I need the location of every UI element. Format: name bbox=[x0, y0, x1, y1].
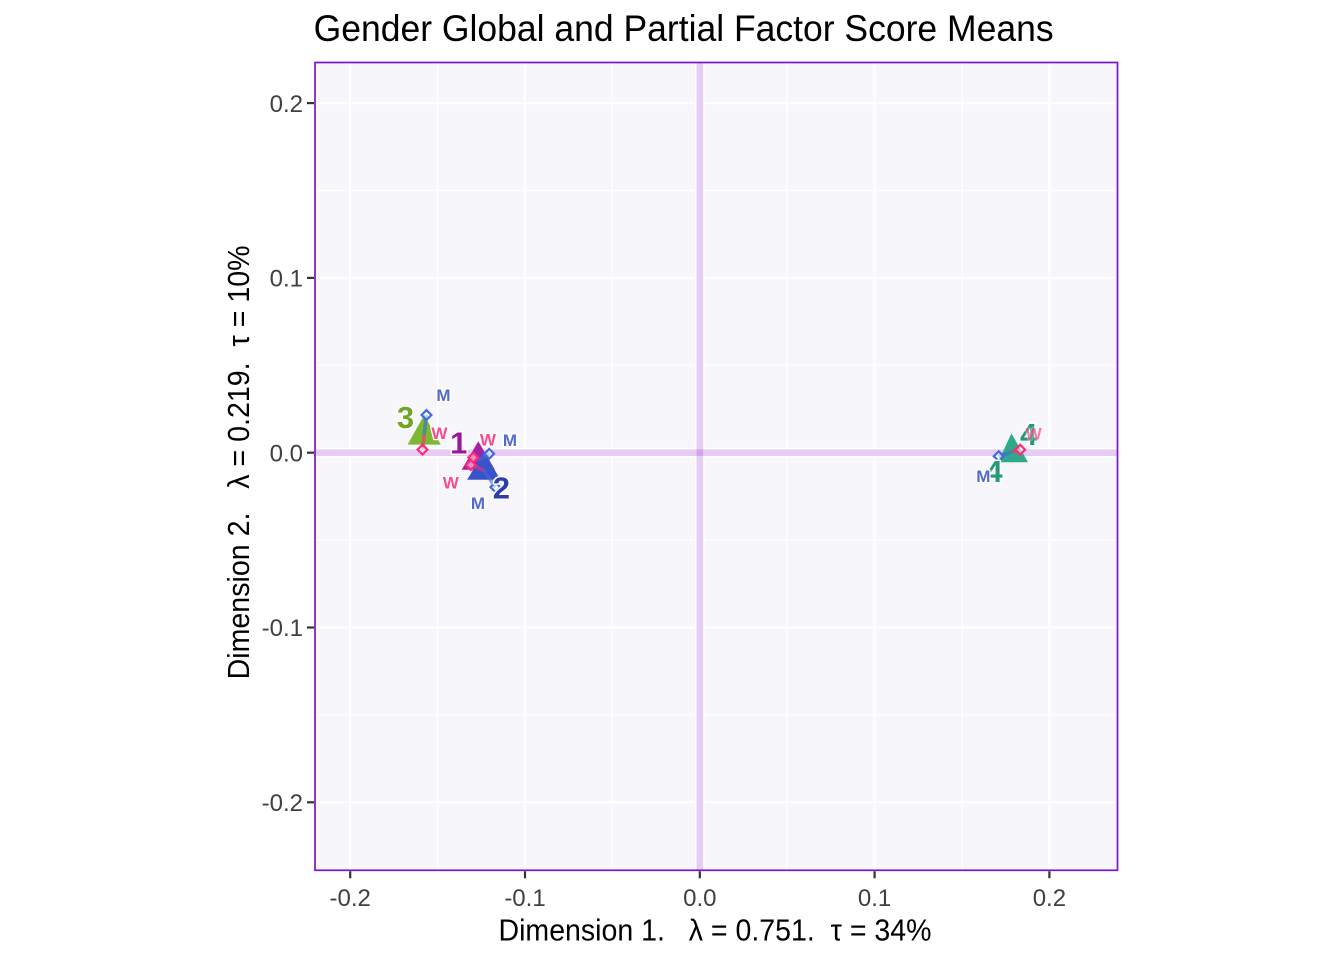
svg-text:0.1: 0.1 bbox=[858, 885, 891, 912]
svg-text:-0.1: -0.1 bbox=[262, 615, 303, 642]
svg-text:0.1: 0.1 bbox=[270, 266, 303, 293]
svg-text:M: M bbox=[436, 386, 450, 405]
svg-text:-0.2: -0.2 bbox=[330, 885, 371, 912]
svg-text:0.0: 0.0 bbox=[270, 440, 303, 467]
svg-text:Dimension 1. λ = 0.751. τ =: Dimension 1. λ = 0.751. τ = 34% bbox=[499, 912, 932, 947]
svg-text:0.2: 0.2 bbox=[1033, 885, 1066, 912]
svg-text:W: W bbox=[443, 473, 460, 492]
svg-text:-0.2: -0.2 bbox=[262, 790, 303, 817]
svg-text:4: 4 bbox=[985, 454, 1003, 489]
svg-text:W: W bbox=[480, 431, 497, 450]
svg-text:0.0: 0.0 bbox=[683, 885, 716, 912]
svg-text:M: M bbox=[976, 467, 990, 486]
svg-text:Dimension 2. λ = 0.219. τ =: Dimension 2. λ = 0.219. τ = 10% bbox=[221, 245, 256, 679]
svg-text:1: 1 bbox=[450, 426, 467, 461]
svg-text:0.2: 0.2 bbox=[270, 91, 303, 118]
svg-text:Gender Global and Partial Fact: Gender Global and Partial Factor Score M… bbox=[314, 7, 1054, 49]
svg-text:M: M bbox=[471, 494, 485, 513]
svg-text:M: M bbox=[503, 431, 517, 450]
svg-text:2: 2 bbox=[493, 471, 510, 506]
svg-text:W: W bbox=[1026, 424, 1043, 443]
svg-text:4: 4 bbox=[1020, 417, 1038, 452]
svg-text:-0.1: -0.1 bbox=[504, 885, 545, 912]
svg-text:W: W bbox=[431, 424, 448, 443]
svg-text:3: 3 bbox=[397, 400, 414, 435]
